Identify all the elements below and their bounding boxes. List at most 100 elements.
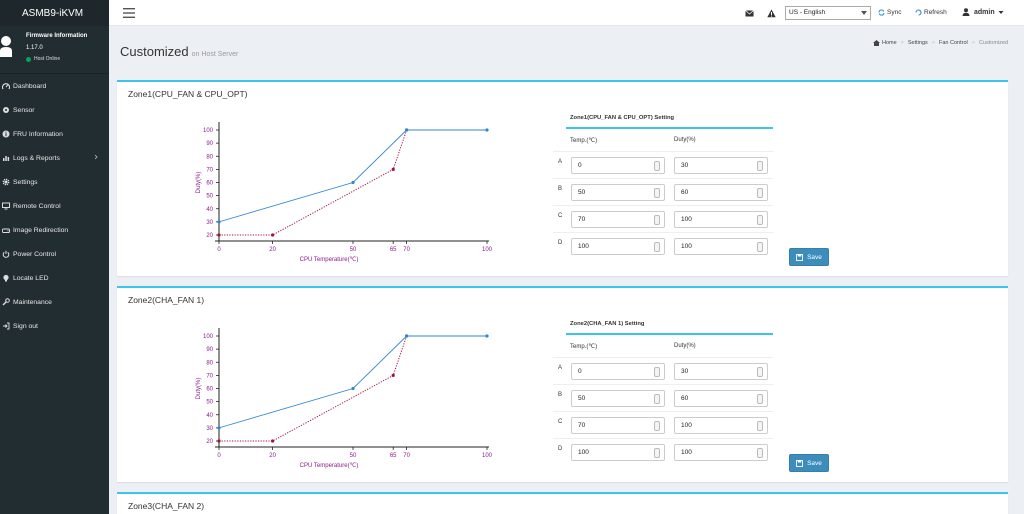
spinner-icon[interactable]: [757, 394, 763, 404]
zone-2-temp-a-input[interactable]: 0: [571, 363, 665, 380]
spinner-icon[interactable]: [654, 394, 660, 404]
firmware-version: 1.17.0: [26, 45, 43, 51]
x-tick-label: 70: [403, 453, 410, 459]
warning-icon[interactable]: [767, 9, 776, 18]
zone-1-panel: Zone1(CPU_FAN & CPU_OPT) 20 30 40 50 60 70 80 9…: [117, 80, 1008, 276]
sync-button[interactable]: Sync: [878, 9, 901, 16]
sidebar-item-label: Sign out: [13, 322, 38, 330]
input-value: 0: [578, 368, 582, 375]
sidebar-item-sign-out[interactable]: Sign out: [0, 314, 109, 338]
spinner-icon[interactable]: [757, 448, 763, 458]
spinner-icon[interactable]: [757, 242, 763, 252]
spinner-icon[interactable]: [654, 161, 660, 171]
zone-2-duty-a-input[interactable]: 30: [674, 363, 768, 380]
spinner-icon[interactable]: [757, 367, 763, 377]
zone-1-temp-c-input[interactable]: 70: [571, 211, 665, 228]
sidebar-item-settings[interactable]: Settings: [0, 170, 109, 194]
zone-1-duty-a-input[interactable]: 30: [674, 157, 768, 174]
save-label: Save: [807, 459, 822, 467]
spinner-icon[interactable]: [654, 367, 660, 377]
refresh-icon: [915, 9, 922, 16]
sidebar-item-maintenance[interactable]: Maintenance: [0, 290, 109, 314]
zone-2-duty-c-input[interactable]: 100: [674, 417, 768, 434]
data-point: [351, 386, 355, 391]
breadcrumb: Home > Settings > Fan Control > Customiz…: [873, 40, 1008, 46]
save-icon: [796, 253, 804, 261]
zone-2-duty-b-input[interactable]: 60: [674, 390, 768, 407]
duty-column-header: Duty(%): [674, 137, 696, 143]
zone-1-temp-a-input[interactable]: 0: [571, 157, 665, 174]
zone-1-save-button[interactable]: Save: [789, 248, 829, 266]
zone-1-duty-d-input[interactable]: 100: [674, 238, 768, 255]
y-tick-label: 90: [206, 347, 213, 353]
spinner-icon[interactable]: [654, 421, 660, 431]
sidebar-item-sensor[interactable]: Sensor: [0, 98, 109, 122]
zone-2-temp-d-input[interactable]: 100: [571, 444, 665, 461]
spinner-icon[interactable]: [654, 188, 660, 198]
spinner-icon[interactable]: [654, 448, 660, 458]
spinner-icon[interactable]: [654, 242, 660, 252]
brand-logo[interactable]: ASMB9-iKVM: [0, 0, 109, 26]
sidebar-item-power-control[interactable]: Power Control: [0, 242, 109, 266]
input-value: 60: [681, 395, 689, 402]
top-header: US - English Sync Refresh admin: [109, 0, 1024, 26]
sidebar-item-dashboard[interactable]: Dashboard: [0, 74, 109, 98]
user-menu[interactable]: admin: [962, 8, 1004, 16]
sensor-icon: [2, 106, 10, 114]
spinner-icon[interactable]: [757, 421, 763, 431]
home-icon: [873, 40, 880, 46]
sidebar-item-logs-reports[interactable]: Logs & Reports: [0, 146, 109, 170]
zone-1-fan-curve-chart: 20 30 40 50 60 70 80 90 100 0 20 50 65 70 100 CPU Tempe…: [196, 122, 493, 263]
language-select[interactable]: US - English: [785, 6, 871, 20]
y-tick-label: 90: [206, 141, 213, 147]
zone-1-temp-d-input[interactable]: 100: [571, 238, 665, 255]
hamburger-menu-icon[interactable]: [123, 8, 135, 18]
sidebar-item-label: Sensor: [13, 106, 35, 114]
sidebar-item-fru-information[interactable]: FRU Information: [0, 122, 109, 146]
data-point: [217, 439, 221, 443]
breadcrumb-settings[interactable]: Settings: [907, 40, 928, 46]
x-tick-label: 65: [390, 453, 397, 459]
sidebar-menu: Dashboard Sensor FRU Information Logs & …: [0, 74, 109, 338]
zone-2-duty-d-input[interactable]: 100: [674, 444, 768, 461]
spinner-icon[interactable]: [654, 215, 660, 225]
zone-1-duty-c-input[interactable]: 100: [674, 211, 768, 228]
sync-label: Sync: [887, 9, 902, 16]
chevron-right-icon: [94, 154, 98, 160]
y-tick-label: 50: [206, 400, 213, 406]
firmware-info-title: Firmware Information: [26, 33, 88, 39]
zone-2-save-button[interactable]: Save: [789, 454, 829, 472]
point-label-a: A: [558, 365, 563, 371]
page-title: Customized on Host Server: [120, 44, 238, 59]
spinner-icon[interactable]: [757, 188, 763, 198]
refresh-label: Refresh: [924, 9, 947, 16]
refresh-button[interactable]: Refresh: [915, 9, 947, 16]
y-tick-label: 60: [206, 387, 213, 393]
zone-2-temp-c-input[interactable]: 70: [571, 417, 665, 434]
x-axis-label: CPU Temperature(℃): [300, 257, 359, 263]
point-label-d: D: [558, 240, 563, 246]
zone-2-temp-b-input[interactable]: 50: [571, 390, 665, 407]
zone-2-title: Zone2(CHA_FAN 1): [128, 295, 205, 305]
row-divider: [553, 411, 773, 412]
y-tick-label: 20: [206, 439, 213, 445]
data-point: [351, 180, 355, 185]
y-tick-label: 30: [206, 426, 213, 432]
zone-1-duty-b-input[interactable]: 60: [674, 184, 768, 201]
sidebar-item-image-redirection[interactable]: Image Redirection: [0, 218, 109, 242]
spinner-icon[interactable]: [757, 215, 763, 225]
zone-1-temp-b-input[interactable]: 50: [571, 184, 665, 201]
sidebar-item-locate-led[interactable]: Locate LED: [0, 266, 109, 290]
point-label-b: B: [558, 392, 563, 398]
mail-icon[interactable]: [745, 9, 754, 18]
x-tick-label: 100: [482, 247, 493, 253]
breadcrumb-fan-control[interactable]: Fan Control: [938, 40, 968, 46]
spinner-icon[interactable]: [757, 161, 763, 171]
sidebar-item-label: Dashboard: [13, 82, 47, 90]
host-status: Host Online: [26, 56, 60, 62]
breadcrumb-home[interactable]: Home: [882, 40, 897, 46]
breadcrumb-separator: >: [971, 40, 975, 46]
zone-2-table-title: Zone2(CHA_FAN 1) Setting: [570, 321, 645, 327]
sidebar-item-remote-control[interactable]: Remote Control: [0, 194, 109, 218]
y-tick-label: 80: [206, 154, 213, 160]
